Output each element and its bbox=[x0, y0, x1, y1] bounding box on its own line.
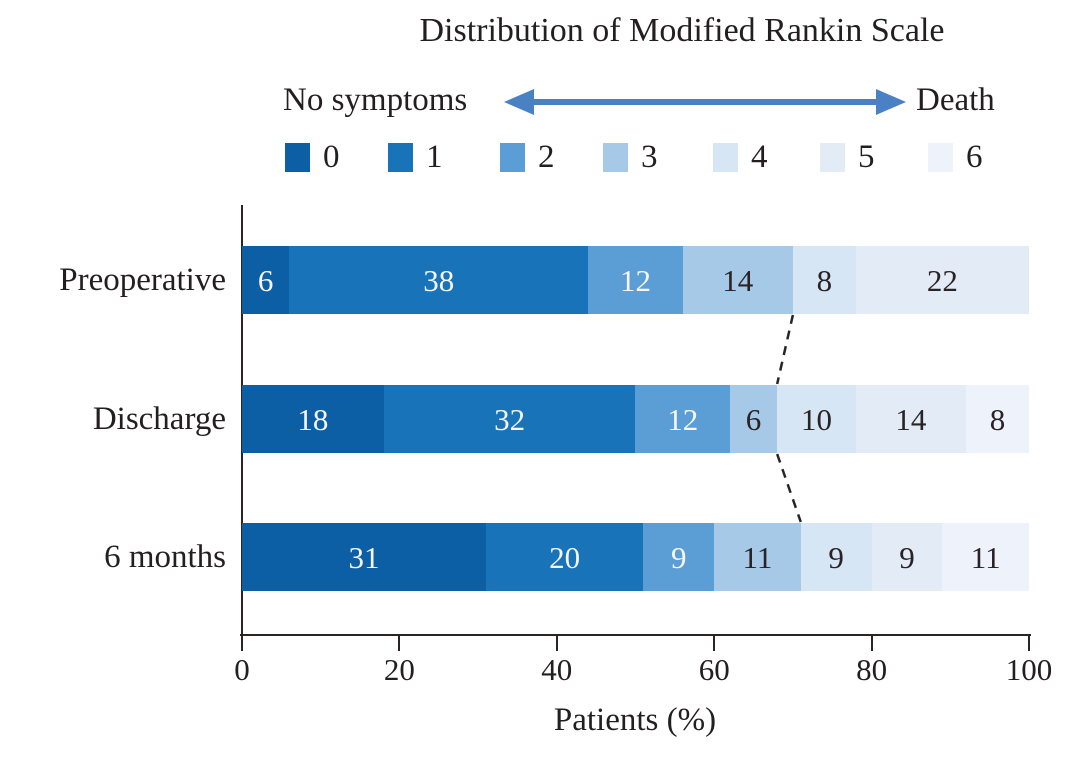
legend-item-4: 4 bbox=[713, 138, 768, 175]
x-axis-tick bbox=[870, 636, 873, 651]
bar-segment-mrs-4: 10 bbox=[777, 385, 856, 453]
bar-segment-mrs-1: 20 bbox=[485, 523, 644, 591]
legend-label: 0 bbox=[323, 138, 340, 175]
x-axis-tick bbox=[398, 636, 401, 651]
x-axis-tick-label: 20 bbox=[383, 652, 415, 687]
segment-value-label: 9 bbox=[828, 539, 844, 575]
bar-segment-mrs-3: 6 bbox=[729, 385, 778, 453]
segment-value-label: 9 bbox=[671, 539, 687, 575]
legend-item-0: 0 bbox=[285, 138, 340, 175]
segment-value-label: 6 bbox=[257, 262, 274, 298]
stacked-bar: 31 20 9 11 9 9 11 bbox=[242, 523, 1029, 591]
segment-value-label: 10 bbox=[800, 401, 832, 437]
segment-value-label: 38 bbox=[423, 262, 455, 298]
bar-segment-mrs-0: 18 bbox=[242, 385, 384, 453]
x-axis-tick bbox=[241, 636, 243, 651]
bar-segment-mrs-2: 12 bbox=[588, 246, 683, 314]
dashed-connector bbox=[775, 453, 802, 523]
legend-label: 4 bbox=[751, 138, 768, 175]
bar-segment-mrs-5: 14 bbox=[855, 385, 966, 453]
x-axis-tick bbox=[555, 636, 558, 651]
legend-label: 6 bbox=[966, 138, 983, 175]
legend-swatch bbox=[388, 142, 413, 172]
legend-swatch bbox=[820, 142, 845, 172]
segment-value-label: 8 bbox=[989, 401, 1006, 437]
legend-swatch bbox=[713, 142, 738, 172]
stacked-bar: 18 32 12 6 10 14 8 bbox=[242, 385, 1029, 453]
bar-segment-mrs-3: 11 bbox=[714, 523, 801, 591]
segment-value-label: 11 bbox=[742, 539, 773, 575]
bar-segment-mrs-3: 14 bbox=[682, 246, 793, 314]
bar-segment-mrs-2: 9 bbox=[643, 523, 715, 591]
bar-segment-mrs-6: 8 bbox=[966, 385, 1029, 453]
legend-swatch bbox=[603, 142, 628, 172]
segment-value-label: 12 bbox=[619, 262, 651, 298]
legend-item-5: 5 bbox=[820, 138, 875, 175]
bar-row-label: Discharge bbox=[92, 400, 226, 437]
legend-item-2: 2 bbox=[500, 138, 555, 175]
x-axis-tick-label: 40 bbox=[541, 652, 573, 687]
legend-label: 5 bbox=[858, 138, 875, 175]
legend-label: 3 bbox=[641, 138, 658, 175]
x-axis-tick-label: 100 bbox=[1005, 652, 1053, 687]
bar-row-label: 6 months bbox=[104, 538, 226, 575]
bar-segment-mrs-0: 31 bbox=[242, 523, 486, 591]
x-axis-tick bbox=[713, 636, 716, 651]
bar-segment-mrs-4: 9 bbox=[800, 523, 872, 591]
segment-value-label: 11 bbox=[970, 539, 1001, 575]
legend-item-1: 1 bbox=[388, 138, 443, 175]
segment-value-label: 31 bbox=[348, 539, 380, 575]
legend-label: 2 bbox=[538, 138, 555, 175]
x-axis-tick bbox=[1028, 636, 1030, 651]
segment-value-label: 14 bbox=[895, 401, 927, 437]
scale-right-label: Death bbox=[916, 82, 995, 118]
bar-segment-mrs-5: 9 bbox=[871, 523, 943, 591]
segment-value-label: 6 bbox=[745, 401, 762, 437]
segment-value-label: 14 bbox=[722, 262, 754, 298]
legend-swatch bbox=[500, 142, 525, 172]
legend-swatch bbox=[928, 142, 953, 172]
chart-title: Distribution of Modified Rankin Scale bbox=[419, 12, 945, 49]
x-axis-tick-label: 60 bbox=[698, 652, 730, 687]
bar-segment-mrs-4: 8 bbox=[792, 246, 856, 314]
x-axis-tick-label: 0 bbox=[234, 652, 250, 687]
bar-segment-mrs-1: 38 bbox=[289, 246, 589, 314]
segment-value-label: 12 bbox=[667, 401, 699, 437]
dashed-connector bbox=[775, 314, 795, 385]
bar-segment-mrs-2: 12 bbox=[635, 385, 730, 453]
segment-value-label: 9 bbox=[899, 539, 915, 575]
segment-value-label: 18 bbox=[297, 401, 329, 437]
segment-value-label: 20 bbox=[549, 539, 581, 575]
bar-segment-mrs-0: 6 bbox=[242, 246, 290, 314]
stacked-bar: 6 38 12 14 8 22 bbox=[242, 246, 1029, 314]
legend-item-3: 3 bbox=[603, 138, 658, 175]
legend-swatch bbox=[285, 142, 310, 172]
legend-label: 1 bbox=[426, 138, 443, 175]
bar-segment-mrs-5: 22 bbox=[855, 246, 1029, 314]
x-axis-title: Patients (%) bbox=[553, 702, 717, 738]
double-arrow-icon bbox=[502, 87, 908, 117]
segment-value-label: 8 bbox=[816, 262, 833, 298]
x-axis-line bbox=[240, 634, 1031, 636]
legend-item-6: 6 bbox=[928, 138, 983, 175]
scale-left-label: No symptoms bbox=[283, 82, 468, 118]
segment-value-label: 22 bbox=[926, 262, 958, 298]
bar-row-label: Preoperative bbox=[59, 261, 226, 298]
bar-segment-mrs-6: 11 bbox=[942, 523, 1029, 591]
x-axis-tick-label: 80 bbox=[856, 652, 888, 687]
bar-segment-mrs-1: 32 bbox=[383, 385, 636, 453]
segment-value-label: 32 bbox=[494, 401, 526, 437]
